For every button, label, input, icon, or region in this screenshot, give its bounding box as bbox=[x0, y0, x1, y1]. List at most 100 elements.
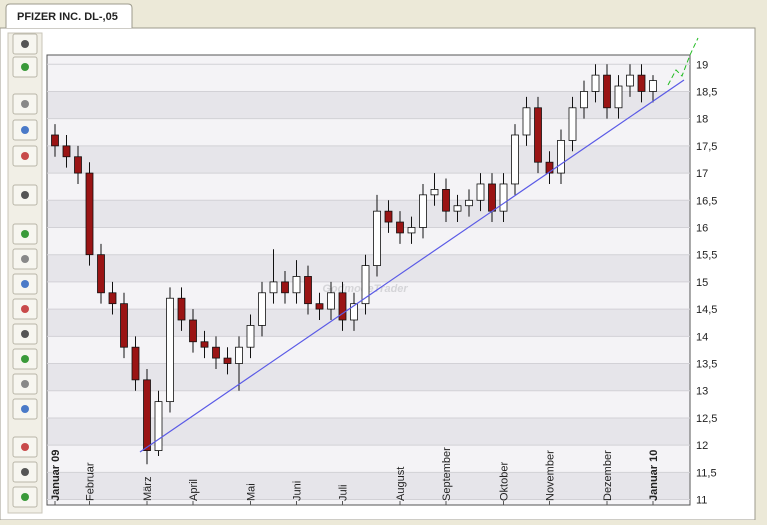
candle-body bbox=[97, 254, 105, 294]
forecast-line bbox=[667, 37, 699, 86]
candle-body bbox=[246, 325, 255, 348]
tool-icon bbox=[21, 443, 29, 451]
y-tick-label: 12,5 bbox=[696, 413, 717, 425]
candle-body bbox=[591, 74, 600, 92]
candle-body bbox=[488, 183, 496, 212]
candle-body bbox=[292, 276, 301, 294]
x-tick-label: Mai bbox=[246, 483, 258, 501]
y-tick-label: 13,5 bbox=[696, 359, 717, 371]
candle-body bbox=[442, 189, 450, 212]
y-tick-label: 15 bbox=[696, 277, 708, 289]
candle-body bbox=[315, 303, 324, 310]
y-tick-label: 16,5 bbox=[696, 195, 717, 207]
candle-body bbox=[350, 303, 358, 321]
x-tick-label: Januar 10 bbox=[648, 450, 660, 501]
candle-body bbox=[603, 74, 611, 109]
x-tick-label: März bbox=[142, 477, 154, 501]
candle-body bbox=[396, 221, 404, 234]
x-tick-label: Juni bbox=[292, 481, 304, 501]
band bbox=[48, 200, 689, 228]
y-tick-label: 11,5 bbox=[696, 467, 717, 479]
y-tick-label: 19 bbox=[696, 59, 708, 71]
candles bbox=[51, 64, 657, 465]
y-tick-label: 14,5 bbox=[696, 304, 717, 316]
candle-body bbox=[465, 199, 473, 207]
candle-body bbox=[281, 281, 289, 294]
trendline[interactable] bbox=[139, 79, 685, 453]
candle-body bbox=[430, 189, 439, 196]
tool-icon bbox=[21, 40, 29, 48]
band bbox=[48, 145, 689, 174]
candle-body bbox=[453, 205, 462, 212]
candle-body bbox=[499, 183, 508, 212]
x-tick-label: November bbox=[545, 450, 557, 501]
band bbox=[48, 363, 689, 391]
candle-body bbox=[131, 346, 140, 381]
tool-icon bbox=[21, 255, 29, 263]
candle-body bbox=[223, 357, 232, 364]
x-tick-label: Juli bbox=[338, 484, 350, 501]
y-tick-label: 18,5 bbox=[696, 86, 717, 98]
tool-icon bbox=[21, 100, 29, 108]
y-tick-label: 11 bbox=[696, 495, 707, 507]
y-tick-label: 14 bbox=[696, 331, 708, 343]
y-tick-label: 13 bbox=[696, 386, 708, 398]
x-tick-label: August bbox=[395, 467, 407, 501]
tool-icon bbox=[21, 405, 29, 413]
candle-body bbox=[649, 80, 657, 92]
tool-icon bbox=[21, 305, 29, 313]
tool-icon bbox=[21, 280, 29, 288]
candle-body bbox=[384, 210, 393, 223]
x-tick-label: April bbox=[188, 479, 200, 501]
tab[interactable] bbox=[5, 3, 133, 28]
candle-body bbox=[62, 145, 71, 158]
grid bbox=[47, 63, 690, 501]
y-tick-label: 12 bbox=[696, 440, 708, 452]
candle-body bbox=[614, 85, 623, 109]
band bbox=[48, 91, 689, 119]
tool-icon bbox=[21, 152, 29, 160]
y-tick-label: 15,5 bbox=[696, 250, 717, 262]
tool-icon bbox=[21, 191, 29, 199]
candle-body bbox=[637, 74, 646, 92]
candle-body bbox=[557, 140, 565, 174]
x-tick-label: September bbox=[441, 447, 453, 501]
candle-body bbox=[235, 346, 243, 364]
x-tick-label: Oktober bbox=[499, 462, 511, 501]
candle-body bbox=[476, 183, 485, 201]
tool-icon bbox=[21, 126, 29, 134]
candle-body bbox=[189, 319, 197, 343]
toolbar bbox=[7, 32, 43, 514]
candle-body bbox=[373, 210, 381, 266]
tool-icon bbox=[21, 468, 29, 476]
tab-title: PFIZER INC. DL-,05 bbox=[17, 11, 118, 23]
band bbox=[48, 472, 689, 500]
candle-body bbox=[120, 303, 128, 348]
candle-body bbox=[51, 134, 59, 147]
candle-body bbox=[545, 161, 554, 174]
candle-body bbox=[304, 276, 312, 305]
candle-body bbox=[522, 107, 531, 136]
x-tick-label: Dezember bbox=[602, 450, 614, 501]
candle-body bbox=[361, 265, 370, 305]
candle-body bbox=[327, 292, 335, 310]
x-tick-label: Januar 09 bbox=[50, 450, 62, 501]
candle-body bbox=[85, 172, 94, 256]
y-tick-label: 17,5 bbox=[696, 141, 717, 153]
labels: 11 11,5 12 12,5 13 13,5 14 14,5 15 15,5 16 16,5 17 17… bbox=[50, 59, 717, 506]
x-tick-label: Februar bbox=[85, 462, 97, 501]
y-tick-label: 18 bbox=[696, 114, 708, 126]
tool-icon bbox=[21, 63, 29, 71]
candle-body bbox=[143, 379, 151, 451]
candle-body bbox=[166, 297, 174, 403]
candle-body bbox=[108, 292, 117, 305]
candle-body bbox=[534, 107, 542, 163]
tool-icon bbox=[21, 330, 29, 338]
candle-body bbox=[269, 281, 278, 294]
candle-body bbox=[74, 156, 82, 174]
candle-body bbox=[568, 107, 577, 141]
candle-body bbox=[626, 74, 634, 87]
tool-icon bbox=[21, 355, 29, 363]
